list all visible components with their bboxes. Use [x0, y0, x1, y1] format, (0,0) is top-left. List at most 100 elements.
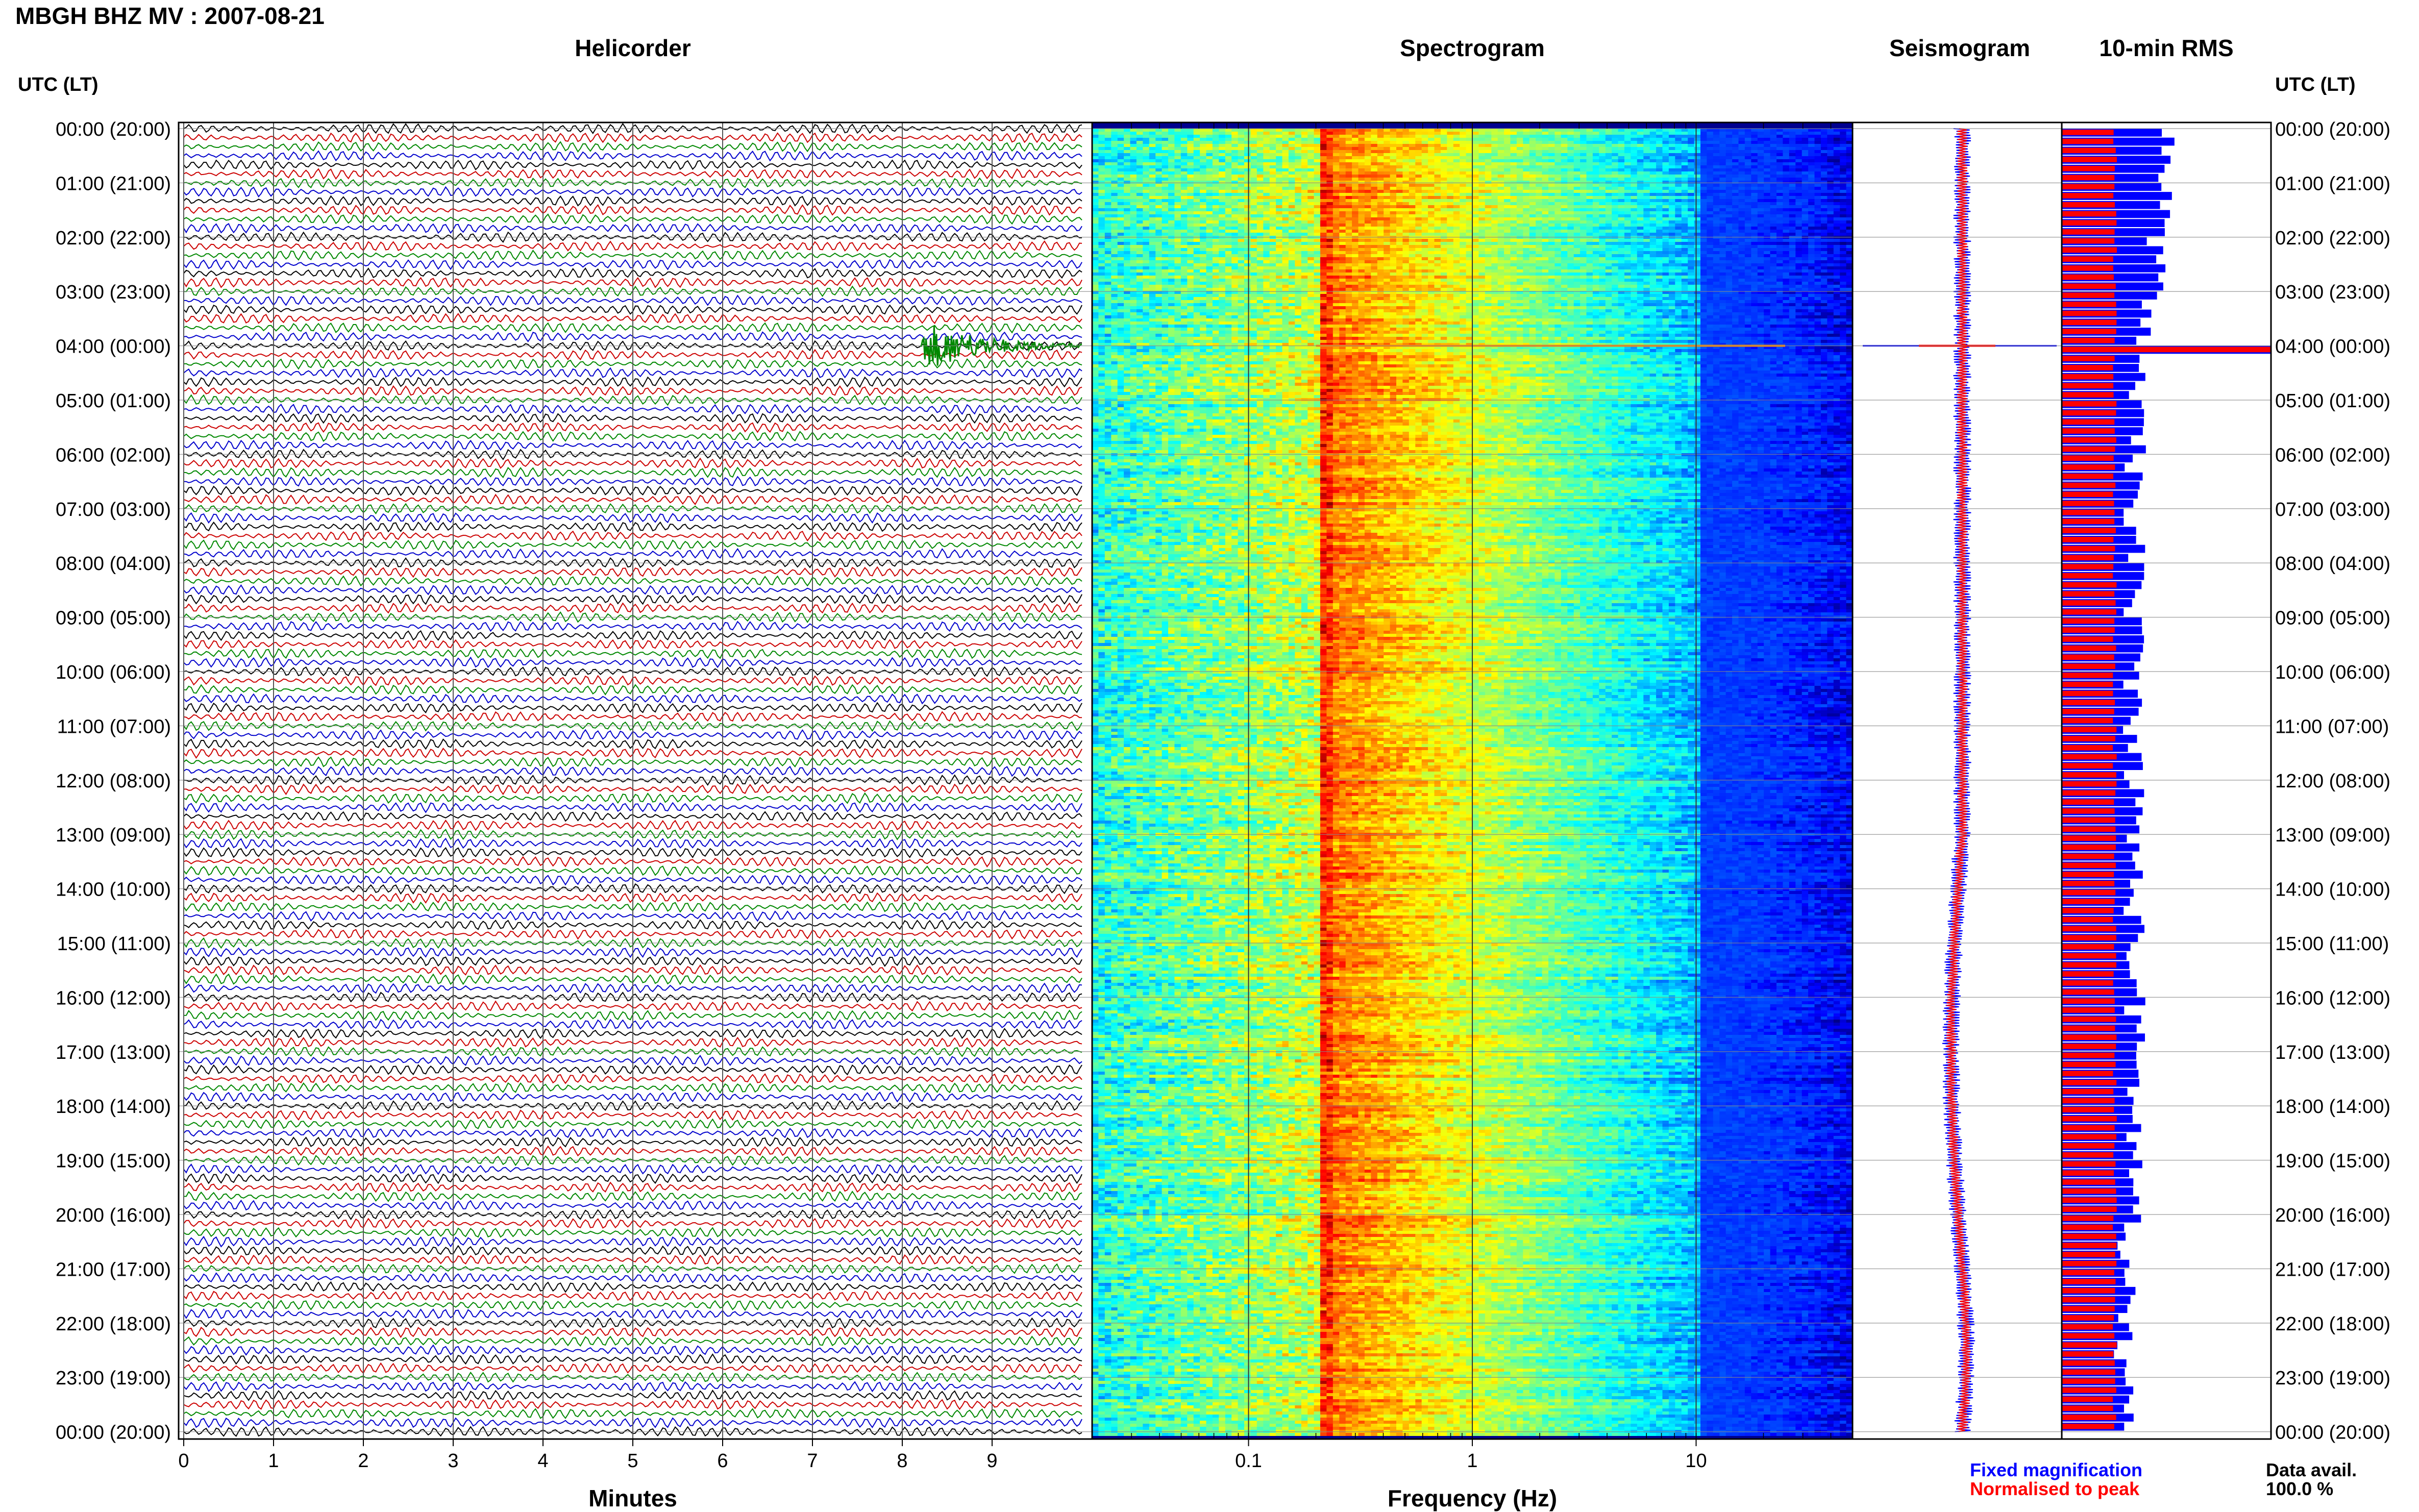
rms-bar-normalised [2062, 718, 2113, 724]
rms-bar-normalised [2062, 1170, 2114, 1176]
hour-label-left: 11:00 (07:00) [57, 716, 171, 737]
rms-bar-normalised [2062, 627, 2115, 633]
hour-label-right: 04:00 (00:00) [2275, 336, 2390, 358]
rms-bar-normalised [2062, 582, 2116, 588]
rms-bar-normalised [2062, 157, 2117, 162]
hour-label-right: 07:00 (03:00) [2275, 499, 2390, 520]
hour-label-right: 19:00 (15:00) [2275, 1151, 2390, 1172]
rms-bar-normalised [2062, 564, 2113, 569]
rms-bar-normalised [2062, 374, 2113, 380]
rms-bar-normalised [2062, 799, 2114, 805]
hour-label-right: 16:00 (12:00) [2275, 987, 2390, 1009]
rms-bar-normalised [2062, 265, 2113, 271]
rms-bar-normalised [2062, 148, 2116, 154]
rms-bar-normalised [2062, 971, 2114, 977]
rms-bar-normalised [2062, 202, 2115, 208]
utc-label-right: UTC (LT) [2275, 74, 2356, 95]
rms-bar-normalised [2062, 1179, 2115, 1185]
rms-bar-normalised [2062, 311, 2116, 316]
utc-label-left: UTC (LT) [18, 74, 98, 95]
hour-label-left: 07:00 (03:00) [56, 499, 171, 520]
hour-label-left: 01:00 (21:00) [56, 173, 171, 194]
hour-label-left: 14:00 (10:00) [56, 879, 171, 901]
rms-bar-normalised [2062, 1288, 2115, 1294]
rms-bar-normalised [2062, 682, 2113, 687]
rms-bar-normalised [2062, 546, 2115, 552]
rms-bar-normalised [2062, 491, 2113, 497]
rms-bar-normalised [2062, 1216, 2113, 1221]
x-axis-minutes-label: Minutes [588, 1485, 677, 1511]
rms-bar-normalised [2062, 437, 2116, 443]
rms-bar-normalised [2062, 193, 2113, 199]
rms-bar-normalised [2062, 1026, 2115, 1031]
rms-bar-normalised [2062, 881, 2114, 886]
rms-bar-normalised [2062, 1297, 2115, 1303]
rms-bar-normalised [2062, 419, 2114, 425]
rms-bar-normalised [2062, 1007, 2115, 1013]
rms-bar-normalised [2062, 663, 2115, 669]
rms-bar-normalised [2062, 1306, 2115, 1311]
hour-label-right: 01:00 (21:00) [2275, 173, 2390, 194]
hour-label-right: 08:00 (04:00) [2275, 553, 2390, 575]
rms-bar-normalised [2062, 1161, 2115, 1167]
rms-bar-normalised [2062, 835, 2116, 841]
rms-bar-normalised [2062, 763, 2113, 769]
rms-bar-normalised [2062, 618, 2114, 624]
minute-tick-label: 2 [358, 1450, 368, 1472]
rms-bar-normalised [2062, 1360, 2115, 1366]
rms-bar-normalised [2062, 1017, 2116, 1022]
rms-bar-normalised [2062, 501, 2114, 506]
rms-bar-normalised [2062, 935, 2116, 940]
hour-label-right: 23:00 (19:00) [2275, 1368, 2390, 1389]
rms-bar-normalised [2062, 1125, 2115, 1131]
hour-label-right: 11:00 (07:00) [2275, 716, 2389, 737]
hour-label-right: 17:00 (13:00) [2275, 1042, 2390, 1063]
hour-label-right: 13:00 (09:00) [2275, 825, 2390, 846]
rms-bar-normalised [2062, 1071, 2113, 1076]
rms-bar-normalised [2062, 238, 2114, 244]
rms-bar-normalised [2062, 1089, 2113, 1095]
rms-bar-normalised [2062, 555, 2114, 561]
rms-bar-normalised [2062, 1324, 2113, 1330]
rms-bar-normalised [2062, 1152, 2113, 1158]
rms-bar-normalised [2062, 926, 2116, 932]
data-avail-label: Data avail. [2266, 1459, 2357, 1480]
rms-bar-normalised [2062, 175, 2114, 181]
rms-bar-normalised [2062, 1415, 2116, 1420]
hour-label-right: 21:00 (17:00) [2275, 1259, 2390, 1280]
hour-label-left: 20:00 (16:00) [56, 1205, 171, 1226]
rms-bar-normalised [2062, 356, 2115, 361]
hour-label-left: 03:00 (23:00) [56, 282, 171, 303]
hour-label-left: 22:00 (18:00) [56, 1313, 171, 1335]
rms-bar-normalised [2062, 790, 2115, 796]
hour-label-left: 21:00 (17:00) [56, 1259, 171, 1280]
rms-bar-normalised [2062, 329, 2116, 334]
minute-tick-label: 1 [268, 1450, 279, 1472]
rms-bar-normalised [2062, 691, 2113, 697]
rms-bar-normalised [2062, 989, 2114, 995]
rms-bar-normalised [2062, 962, 2116, 968]
rms-bar-normalised [2062, 383, 2113, 389]
rms-bar-normalised [2062, 827, 2115, 832]
rms-bar-normalised [2062, 772, 2116, 778]
rms-bar-normalised [2062, 944, 2114, 950]
hour-label-right: 00:00 (20:00) [2275, 119, 2390, 140]
rms-bar-normalised [2062, 410, 2116, 416]
data-avail-value: 100.0 % [2266, 1478, 2333, 1499]
hour-label-left: 23:00 (19:00) [56, 1368, 171, 1389]
rms-bar-normalised [2062, 709, 2114, 714]
rms-bar-normalised [2062, 1342, 2117, 1348]
hour-label-left: 00:00 (20:00) [56, 1422, 171, 1444]
rms-bar-normalised [2062, 655, 2114, 660]
rms-bar-normalised [2062, 1053, 2114, 1058]
rms-bar-normalised [2062, 808, 2115, 814]
rms-bar-normalised [2062, 1261, 2116, 1267]
rms-bar-normalised [2062, 365, 2113, 370]
rms-bar-normalised [2062, 736, 2115, 741]
rms-bar-normalised [2062, 727, 2116, 732]
rms-bar-normalised [2062, 872, 2114, 877]
minute-tick-label: 6 [717, 1450, 728, 1472]
hour-label-left: 12:00 (08:00) [56, 771, 171, 792]
minute-tick-label: 3 [448, 1450, 458, 1472]
hour-label-right: 15:00 (11:00) [2275, 933, 2389, 955]
